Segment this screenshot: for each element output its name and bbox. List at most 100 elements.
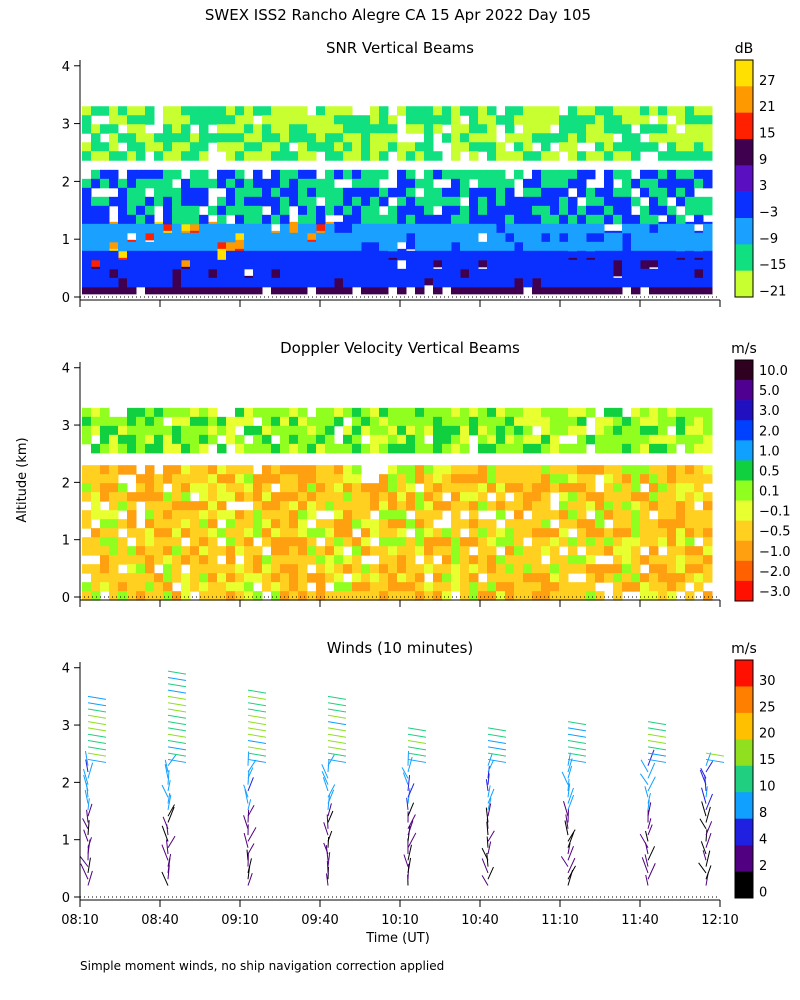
heatmap-cell: [694, 106, 704, 116]
heatmap-cell: [100, 169, 110, 180]
heatmap-cell: [703, 510, 713, 520]
heatmap-cell: [307, 546, 317, 556]
heatmap-cell: [370, 434, 380, 445]
wind-barb: [485, 779, 489, 792]
heatmap-cell: [424, 425, 434, 436]
heatmap-cell: [136, 546, 146, 556]
heatmap-cell: [217, 591, 227, 601]
heatmap-cell: [424, 582, 434, 592]
heatmap-cell: [343, 115, 353, 125]
heatmap-cell: [289, 573, 299, 583]
heatmap-cell: [658, 474, 668, 484]
heatmap-cell: [82, 510, 92, 520]
heatmap-cell: [82, 537, 92, 547]
heatmap-cell: [613, 106, 623, 116]
heatmap-cell: [505, 591, 515, 601]
heatmap-cell: [469, 465, 479, 475]
heatmap-cell: [253, 250, 263, 261]
heatmap-cell: [586, 591, 596, 601]
heatmap-cell: [595, 425, 605, 436]
heatmap-cell: [613, 465, 623, 475]
heatmap-cell: [127, 241, 137, 252]
heatmap-cell: [532, 416, 542, 427]
heatmap-cell: [442, 241, 452, 252]
wind-barb: [401, 767, 409, 779]
heatmap-cell: [676, 151, 686, 161]
heatmap-cell: [658, 169, 668, 180]
heatmap-cell: [397, 564, 407, 574]
heatmap-cell: [244, 250, 254, 261]
heatmap-cell: [334, 169, 344, 180]
heatmap-cell: [145, 178, 155, 189]
heatmap-cell: [703, 555, 713, 565]
heatmap-cell: [487, 501, 497, 511]
heatmap-cell: [469, 492, 479, 502]
heatmap-cell: [685, 434, 695, 445]
heatmap-cell: [622, 492, 632, 502]
heatmap-cell: [550, 528, 560, 538]
heatmap-cell: [631, 492, 641, 502]
heatmap-cell: [694, 434, 704, 445]
heatmap-cell: [514, 425, 524, 436]
heatmap-cell: [370, 169, 380, 180]
heatmap-cell: [559, 528, 569, 538]
heatmap-cell: [415, 591, 425, 601]
heatmap-cell: [91, 133, 101, 143]
heatmap-cell: [523, 546, 533, 556]
heatmap-cell: [622, 223, 632, 234]
colorbar-label: 2.0: [759, 424, 780, 439]
heatmap-cell: [199, 425, 209, 436]
heatmap-cell: [226, 205, 236, 216]
heatmap-cell: [127, 555, 137, 565]
heatmap-cell: [460, 564, 470, 574]
heatmap-cell: [244, 407, 254, 418]
heatmap-cell: [271, 564, 281, 574]
heatmap-cell: [334, 205, 344, 216]
heatmap-cell: [208, 519, 218, 529]
heatmap-cell: [145, 115, 155, 125]
heatmap-cell: [568, 268, 578, 279]
wind-barb: [487, 765, 490, 779]
heatmap-cell: [361, 510, 371, 520]
heatmap-cell: [694, 205, 704, 216]
heatmap-cell: [649, 407, 659, 418]
heatmap-cell: [244, 528, 254, 538]
heatmap-cell: [136, 528, 146, 538]
heatmap-cell: [604, 277, 614, 288]
heatmap-cell: [577, 187, 587, 198]
heatmap-cell: [325, 416, 335, 427]
wind-barb: [567, 765, 573, 779]
heatmap-cell: [316, 221, 326, 232]
heatmap-cell: [577, 250, 587, 261]
heatmap-cell: [325, 434, 335, 445]
heatmap-cell: [82, 591, 92, 601]
heatmap-cell: [352, 151, 362, 161]
heatmap-cell: [631, 232, 641, 243]
heatmap-cell: [280, 223, 290, 234]
heatmap-cell: [631, 537, 641, 547]
wind-barb: [327, 727, 347, 732]
heatmap-cell: [496, 528, 506, 538]
heatmap-cell: [550, 232, 560, 243]
heatmap-cell: [100, 214, 110, 225]
heatmap-cell: [136, 474, 146, 484]
heatmap-cell: [109, 443, 119, 454]
heatmap-cell: [334, 443, 344, 454]
heatmap-cell: [568, 465, 578, 475]
colorbar-swatch: [735, 191, 753, 219]
heatmap-cell: [379, 407, 389, 418]
wind-barb: [407, 752, 427, 757]
heatmap-cell: [406, 196, 416, 207]
heatmap-cell: [595, 277, 605, 288]
heatmap-cell: [649, 425, 659, 436]
heatmap-cell: [424, 178, 434, 189]
colorbar-frame: [734, 359, 754, 602]
heatmap-cell: [217, 277, 227, 288]
heatmap-cell: [469, 259, 479, 270]
heatmap-cell: [190, 528, 200, 538]
heatmap-cell: [694, 169, 704, 180]
heatmap-cell: [397, 591, 407, 601]
wind-barb: [247, 689, 267, 694]
heatmap-cell: [163, 250, 173, 261]
